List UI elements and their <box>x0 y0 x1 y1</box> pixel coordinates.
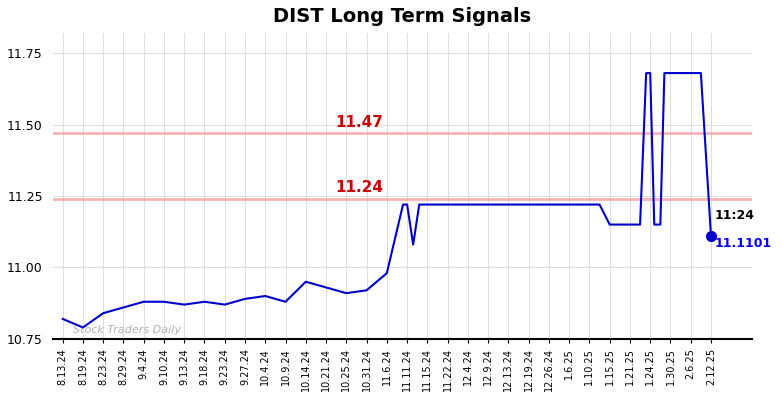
Text: 11.24: 11.24 <box>335 180 383 195</box>
Text: Stock Traders Daily: Stock Traders Daily <box>73 325 181 335</box>
Title: DIST Long Term Signals: DIST Long Term Signals <box>273 7 531 26</box>
Text: 11.1101: 11.1101 <box>715 237 772 250</box>
Text: 11.47: 11.47 <box>335 115 383 130</box>
Text: 11:24: 11:24 <box>715 209 755 222</box>
